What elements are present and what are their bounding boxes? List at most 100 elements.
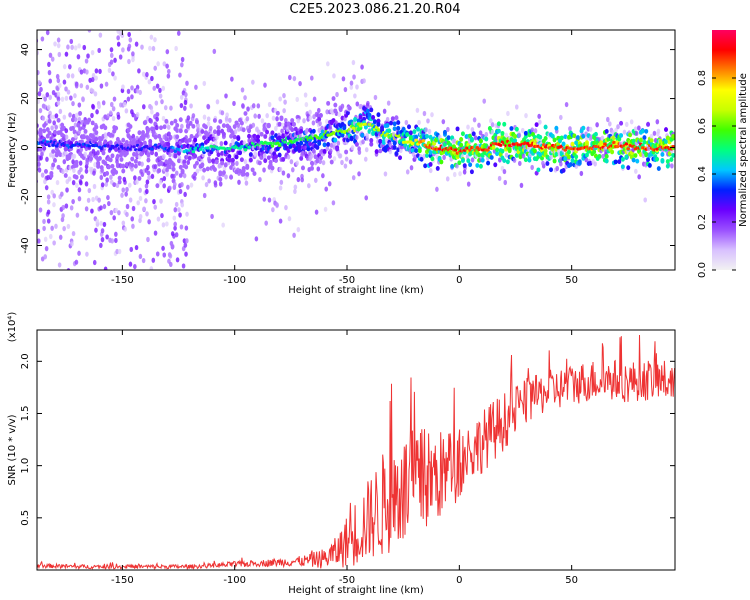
spectrogram-cell [588, 126, 593, 132]
spectrogram-cell [356, 118, 361, 124]
spectrogram-cell [309, 165, 314, 171]
spectrogram-cell [97, 47, 101, 54]
spectrogram-cell [184, 164, 189, 170]
spectrogram-cell [380, 125, 385, 131]
spectrogram-cell [137, 68, 141, 74]
spectrogram-cell [352, 74, 356, 80]
spectrogram-cell [193, 171, 198, 177]
spectrogram-cell [186, 184, 190, 190]
spectrogram-cell [455, 126, 460, 132]
spectrogram-cell [232, 124, 237, 129]
spectrogram-cell [548, 167, 553, 173]
spectrogram-cell [129, 246, 134, 253]
spectrogram-cell [111, 106, 116, 112]
spectrogram-cell [631, 157, 636, 163]
spectrogram-cell [117, 175, 122, 181]
spectrogram-cell [502, 121, 507, 127]
spectrogram-cell [145, 71, 149, 78]
spectrogram-cell [446, 135, 451, 141]
spectrogram-cell [317, 127, 322, 133]
spectrogram-cell [79, 166, 83, 173]
spectrogram-cell [64, 134, 69, 140]
spectrogram-cell [162, 61, 167, 67]
spectrogram-cell [94, 136, 99, 142]
spectrogram-xtick-label: -50 [339, 275, 355, 286]
spectrogram-cell [495, 151, 500, 157]
spectrogram-cell [202, 80, 207, 87]
spectrogram-cell [637, 125, 641, 131]
spectrogram-cell [181, 293, 185, 298]
spectrogram-cell [613, 159, 618, 165]
spectrogram-cell [38, 107, 43, 114]
spectrogram-cell [559, 135, 564, 141]
spectrogram-cell [56, 91, 61, 97]
spectrogram-cell [243, 159, 248, 165]
spectrogram-ytick-label: -40 [20, 237, 31, 253]
spectrogram-cell [127, 58, 131, 65]
spectrogram-cell [80, 11, 84, 16]
spectrogram-cell [275, 116, 279, 122]
spectrogram-cell [178, 212, 182, 218]
spectrogram-cell [382, 108, 387, 114]
colorbar-tick-label: 0.0 [697, 262, 708, 278]
spectrogram-cell [206, 116, 211, 122]
spectrogram-cell [93, 162, 97, 168]
spectrogram-cell [274, 125, 278, 132]
spectrogram-cell [286, 154, 291, 160]
spectrogram-cell [316, 107, 321, 114]
spectrogram-cell [427, 128, 432, 135]
spectrogram-cell [288, 74, 292, 81]
spectrogram-cell [146, 157, 151, 163]
spectrogram-xlabel: Height of straight line (km) [288, 285, 424, 296]
spectrogram-cell [637, 174, 641, 180]
spectrogram-cell [151, 126, 156, 132]
spectrogram-cell [353, 93, 357, 99]
spectrogram-cell [220, 110, 225, 116]
spectrogram-cell [275, 202, 279, 208]
spectrogram-cell [500, 148, 505, 154]
spectrogram-cell [497, 175, 502, 182]
spectrogram-cell [184, 251, 188, 257]
spectrogram-cell [385, 116, 390, 123]
spectrogram-cell [471, 131, 476, 137]
spectrogram-cell [116, 35, 120, 41]
spectrogram-cell [207, 178, 211, 184]
spectrogram-ridge-cell [132, 145, 136, 149]
spectrogram-cell [665, 159, 670, 164]
spectrogram-cell [155, 83, 160, 89]
spectrogram-cell [270, 135, 275, 141]
spectrogram-cell [164, 159, 169, 165]
spectrogram-cell [620, 156, 625, 162]
snr-ytick-label: 1.0 [20, 458, 31, 474]
spectrogram-cell [105, 177, 109, 183]
spectrogram-cell [618, 106, 622, 113]
spectrogram-cell [165, 171, 169, 177]
spectrogram-cell [87, 187, 92, 194]
spectrogram-cell [189, 133, 194, 139]
spectrogram-cell [57, 82, 62, 88]
spectrogram-cell [347, 105, 352, 111]
spectrogram-cell [64, 203, 69, 209]
spectrogram-cell [116, 41, 121, 47]
spectrogram-cell [243, 95, 247, 101]
spectrogram-cell [141, 136, 146, 142]
spectrogram-cell [50, 56, 55, 62]
spectrogram-cell [161, 115, 166, 122]
spectrogram-cell [257, 129, 261, 135]
spectrogram-cell [54, 280, 58, 285]
spectrogram-cell [248, 157, 253, 163]
spectrogram-cell [86, 53, 90, 59]
spectrogram-cell [123, 101, 127, 107]
spectrogram-cell [109, 47, 114, 53]
spectrogram-cell [274, 154, 279, 159]
spectrogram-cell [514, 104, 519, 110]
spectrogram-cell [619, 120, 624, 126]
spectrogram-cell [350, 145, 355, 151]
spectrogram-cell [597, 153, 602, 159]
spectrogram-ridge-cell [374, 125, 379, 130]
spectrogram-cell [318, 120, 322, 127]
spectrogram-cell [90, 50, 95, 56]
spectrogram-ridge-cell [198, 147, 203, 151]
spectrogram-cell [117, 179, 122, 185]
spectrogram-cell [83, 129, 88, 134]
